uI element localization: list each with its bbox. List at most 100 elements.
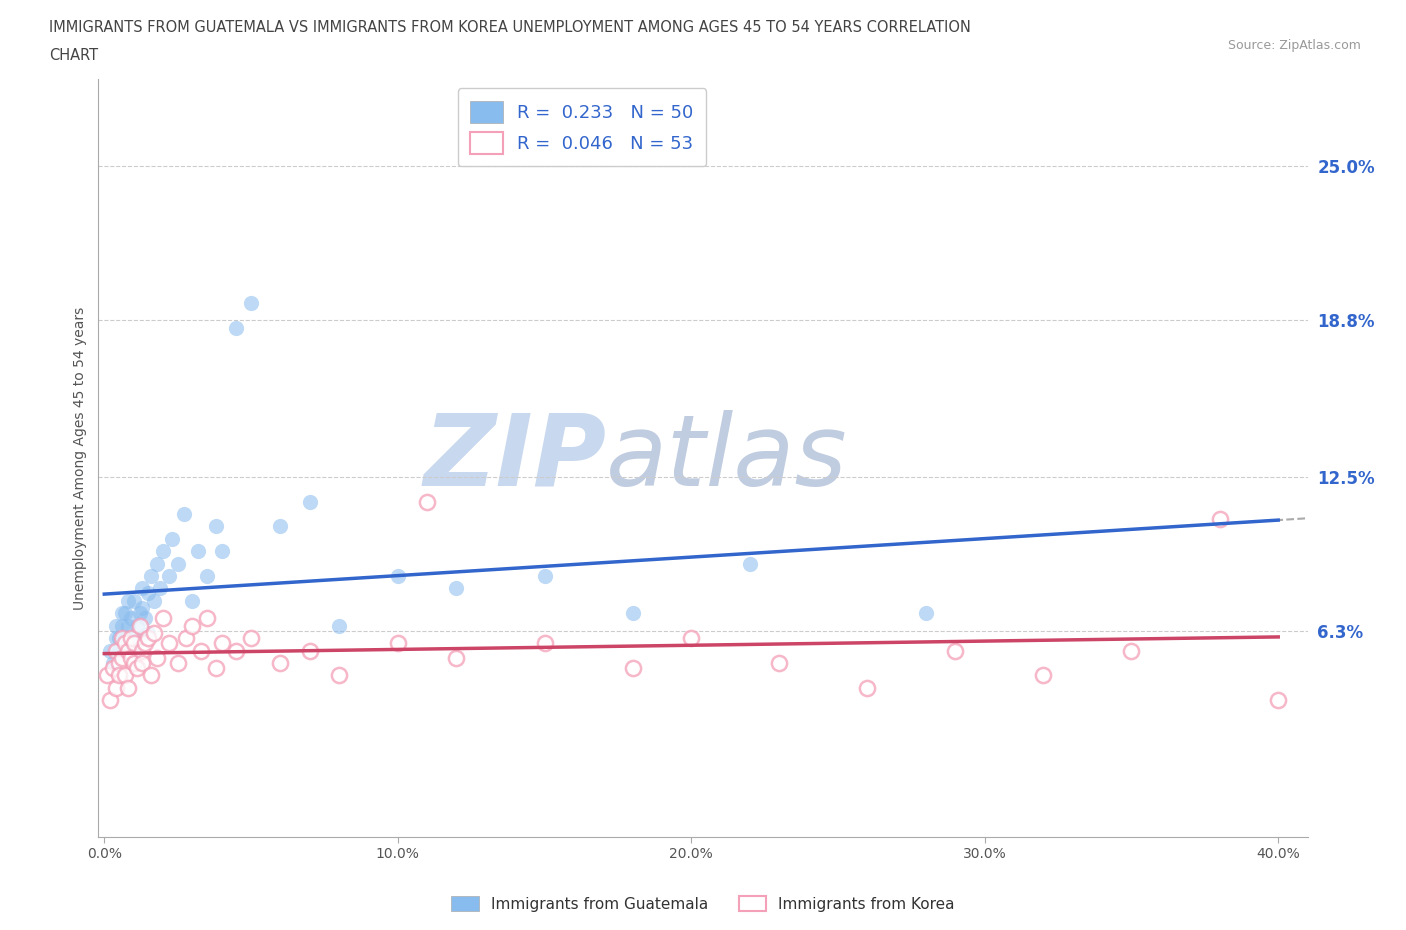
Point xyxy=(211,544,233,559)
Point xyxy=(131,581,153,596)
Point xyxy=(143,593,166,608)
Point xyxy=(105,618,128,633)
Point xyxy=(621,606,644,621)
Point xyxy=(146,651,169,666)
Point xyxy=(141,668,163,683)
Point xyxy=(125,618,148,633)
Point xyxy=(1267,693,1289,708)
Point xyxy=(416,494,439,509)
Text: Source: ZipAtlas.com: Source: ZipAtlas.com xyxy=(1227,39,1361,52)
Legend: R =  0.233   N = 50, R =  0.046   N = 53: R = 0.233 N = 50, R = 0.046 N = 53 xyxy=(458,88,706,166)
Point xyxy=(195,611,218,626)
Point xyxy=(166,656,188,671)
Point xyxy=(131,656,153,671)
Point xyxy=(134,636,156,651)
Point xyxy=(111,631,134,645)
Point xyxy=(152,544,174,559)
Point xyxy=(111,618,134,633)
Point xyxy=(328,668,350,683)
Point xyxy=(131,601,153,616)
Point xyxy=(738,556,761,571)
Point xyxy=(98,693,121,708)
Point xyxy=(105,681,128,696)
Point xyxy=(114,606,136,621)
Point xyxy=(387,636,409,651)
Point xyxy=(98,644,121,658)
Point xyxy=(108,631,131,645)
Point xyxy=(204,519,226,534)
Point xyxy=(1032,668,1054,683)
Point xyxy=(225,320,247,335)
Point xyxy=(101,656,124,671)
Point xyxy=(187,544,209,559)
Point xyxy=(446,581,468,596)
Point xyxy=(160,531,183,546)
Point xyxy=(96,668,118,683)
Point xyxy=(945,644,967,658)
Point xyxy=(105,644,128,658)
Point xyxy=(120,611,142,626)
Point xyxy=(101,660,124,675)
Point xyxy=(166,556,188,571)
Point xyxy=(122,636,145,651)
Point xyxy=(181,618,204,633)
Point xyxy=(128,618,150,633)
Text: IMMIGRANTS FROM GUATEMALA VS IMMIGRANTS FROM KOREA UNEMPLOYMENT AMONG AGES 45 TO: IMMIGRANTS FROM GUATEMALA VS IMMIGRANTS … xyxy=(49,20,972,35)
Point xyxy=(120,631,142,645)
Point xyxy=(152,611,174,626)
Point xyxy=(117,681,139,696)
Point xyxy=(681,631,703,645)
Point xyxy=(176,631,198,645)
Point xyxy=(768,656,790,671)
Point xyxy=(157,636,180,651)
Point xyxy=(120,631,142,645)
Point xyxy=(122,593,145,608)
Point xyxy=(136,626,159,641)
Y-axis label: Unemployment Among Ages 45 to 54 years: Unemployment Among Ages 45 to 54 years xyxy=(73,306,87,610)
Point xyxy=(141,568,163,583)
Point xyxy=(111,606,134,621)
Point xyxy=(446,651,468,666)
Point xyxy=(128,631,150,645)
Point xyxy=(143,626,166,641)
Point xyxy=(298,494,321,509)
Point xyxy=(125,660,148,675)
Point xyxy=(240,295,263,310)
Point xyxy=(181,593,204,608)
Point xyxy=(856,681,879,696)
Point xyxy=(111,651,134,666)
Point xyxy=(131,644,153,658)
Point xyxy=(134,611,156,626)
Point xyxy=(157,568,180,583)
Point xyxy=(136,631,159,645)
Point xyxy=(533,568,555,583)
Point xyxy=(533,636,555,651)
Point xyxy=(225,644,247,658)
Point xyxy=(114,631,136,645)
Point xyxy=(117,644,139,658)
Point xyxy=(117,618,139,633)
Point xyxy=(108,656,131,671)
Point xyxy=(328,618,350,633)
Point xyxy=(211,636,233,651)
Point xyxy=(136,586,159,601)
Point xyxy=(1208,512,1230,526)
Legend: Immigrants from Guatemala, Immigrants from Korea: Immigrants from Guatemala, Immigrants fr… xyxy=(446,889,960,918)
Point xyxy=(298,644,321,658)
Point xyxy=(117,593,139,608)
Point xyxy=(149,581,172,596)
Point xyxy=(621,660,644,675)
Point xyxy=(122,644,145,658)
Point xyxy=(190,644,212,658)
Point xyxy=(195,568,218,583)
Point xyxy=(146,556,169,571)
Point xyxy=(122,656,145,671)
Point xyxy=(114,636,136,651)
Point xyxy=(269,519,291,534)
Point xyxy=(128,606,150,621)
Text: atlas: atlas xyxy=(606,409,848,507)
Point xyxy=(108,668,131,683)
Point xyxy=(204,660,226,675)
Point xyxy=(269,656,291,671)
Text: ZIP: ZIP xyxy=(423,409,606,507)
